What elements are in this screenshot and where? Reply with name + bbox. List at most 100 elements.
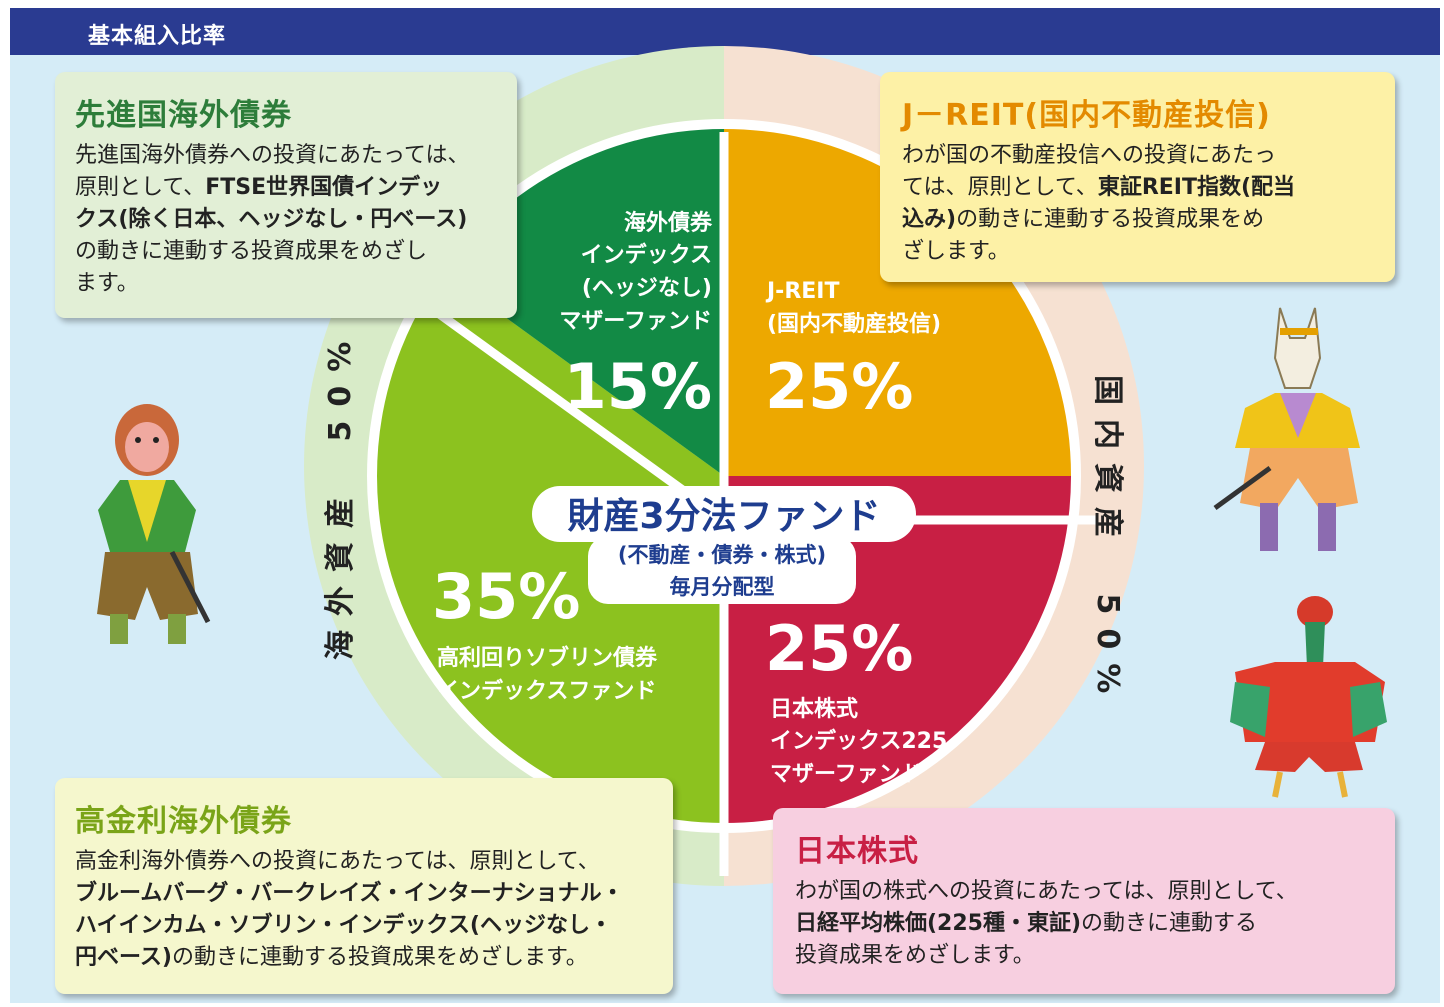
description-line: の動きに連動する投資成果をめざし <box>75 239 428 264</box>
dog-hakama <box>1240 448 1358 510</box>
ring-label-domestic-percent: 50% <box>1090 593 1125 707</box>
fund-subtitle: (不動産・債券・株式) <box>618 543 826 567</box>
pie-outline <box>367 119 1081 833</box>
slice-name: J-REIT <box>765 279 839 304</box>
pie-slice <box>724 124 1076 476</box>
slice-name: 日本株式 <box>770 697 858 722</box>
ring-label-domestic: 国内資産 50% <box>1090 375 1125 707</box>
dog-sword <box>1213 465 1272 511</box>
center-title: 財産3分法ファンド (不動産・債券・株式) 毎月分配型 <box>532 486 916 604</box>
dog-head <box>1273 307 1322 389</box>
high-yield-bond-title: 高金利海外債券 <box>75 804 292 839</box>
monkey-samurai-illustration <box>97 404 211 644</box>
description-text: ては、原則として、 <box>902 175 1098 200</box>
description-line: ざします。 <box>902 239 1010 264</box>
description-line: 日経平均株価(225種・東証)の動きに連動する <box>795 908 1385 940</box>
description-line: 込み)の動きに連動する投資成果をめ <box>902 204 1382 236</box>
description-line: クス(除く日本、ヘッジなし・円ベース) <box>75 204 515 236</box>
header-title: 基本組入比率 <box>88 24 227 49</box>
slice-label-jreit: J-REIT (国内不動産投信) 25% <box>765 279 941 423</box>
description-line: 高金利海外債券への投資にあたっては、原則として、 <box>75 849 600 874</box>
description-line: ては、原則として、東証REIT指数(配当 <box>902 172 1382 204</box>
dog-samurai-illustration <box>1213 307 1360 551</box>
overseas-bond-box: 先進国海外債券 先進国海外債券への投資にあたっては、 原則として、FTSE世界国… <box>55 72 517 318</box>
jreit-description: わが国の不動産投信への投資にあたっ ては、原則として、東証REIT指数(配当 込… <box>902 140 1382 268</box>
jreit-title: J－REIT(国内不動産投信) <box>902 98 1271 133</box>
index-name: 日経平均株価(225種・東証) <box>795 911 1082 936</box>
ring-label-domestic-text: 国内資産 <box>1090 375 1125 551</box>
description-line: ブルームバーグ・バークレイズ・インターナショナル・ <box>75 878 671 910</box>
monkey-hakama <box>97 552 198 620</box>
dog-leg <box>1260 503 1278 551</box>
slice-name: インデックス <box>581 242 712 268</box>
overseas-bond-description: 先進国海外債券への投資にあたっては、 原則として、FTSE世界国債インデッ クス… <box>75 140 515 300</box>
description-line: 円ベース)の動きに連動する投資成果をめざします。 <box>75 942 671 974</box>
slice-name: インデックスファンド <box>437 678 656 704</box>
description-line: 原則として、FTSE世界国債インデッ <box>75 172 515 204</box>
description-line: ます。 <box>75 271 139 296</box>
description-line: 投資成果をめざします。 <box>795 943 1035 968</box>
slice-name: 高利回りソブリン債券 <box>437 645 658 671</box>
slice-label-japan-equity: 25% 日本株式 インデックス225 マザーファンド <box>765 612 947 787</box>
divider-left <box>417 296 727 524</box>
dog-vest <box>1280 393 1316 438</box>
monkey-eye <box>153 437 159 443</box>
slice-name: 海外債券 <box>624 210 713 236</box>
slice-name: インデックス225 <box>770 728 947 754</box>
slice-percent: 25% <box>765 350 913 423</box>
japan-equity-description: わが国の株式への投資にあたっては、原則として、 日経平均株価(225種・東証)の… <box>795 876 1385 972</box>
description-line: わが国の株式への投資にあたっては、原則として、 <box>795 879 1298 904</box>
slice-percent: 25% <box>765 612 913 685</box>
ring-label-overseas-text: 海外資産 <box>323 484 358 660</box>
pheasant-neck <box>1305 622 1325 667</box>
high-yield-bond-box: 高金利海外債券 高金利海外債券への投資にあたっては、原則として、 ブルームバーグ… <box>55 778 673 994</box>
index-name: 円ベース) <box>75 945 172 970</box>
monkey-leg <box>168 614 186 644</box>
monkey-sword <box>169 550 211 624</box>
pheasant-samurai-illustration <box>1230 596 1387 798</box>
slice-percent: 35% <box>432 560 580 633</box>
dog-leg <box>1318 503 1336 551</box>
description-text: の動きに連動する <box>1081 911 1258 936</box>
dog-headband <box>1280 328 1318 335</box>
slice-name: (国内不動産投信) <box>767 311 941 337</box>
index-name: 東証REIT指数(配当 <box>1097 175 1296 200</box>
ring-label-overseas: 海外資産 50% <box>323 328 358 660</box>
slice-name: (ヘッジなし) <box>582 276 712 301</box>
index-name: ハイインカム・ソブリン・インデックス(ヘッジなし・ <box>75 913 612 938</box>
pheasant-head <box>1297 596 1333 628</box>
description-text: の動きに連動する投資成果をめ <box>956 207 1265 232</box>
center-subtitle-bg <box>588 536 856 604</box>
description-line: ハイインカム・ソブリン・インデックス(ヘッジなし・ <box>75 910 671 942</box>
pheasant-wing-left <box>1230 682 1270 737</box>
monkey-face <box>125 422 169 472</box>
high-yield-bond-description: 高金利海外債券への投資にあたっては、原則として、 ブルームバーグ・バークレイズ・… <box>75 846 671 974</box>
description-text: 原則として、 <box>75 175 206 200</box>
monkey-vest <box>128 480 166 542</box>
description-text: の動きに連動する投資成果をめざします。 <box>171 945 588 970</box>
description-line: わが国の不動産投信への投資にあたっ <box>902 143 1277 168</box>
pheasant-body <box>1235 662 1385 742</box>
description-line: 先進国海外債券への投資にあたっては、 <box>75 143 470 168</box>
slice-name: マザーファンド <box>770 762 923 787</box>
center-title-bg <box>532 486 916 542</box>
japan-equity-box: 日本株式 わが国の株式への投資にあたっては、原則として、 日経平均株価(225種… <box>773 808 1395 994</box>
monkey-eye <box>135 437 141 443</box>
slice-label-high-yield: 35% 高利回りソブリン債券 インデックスファンド <box>432 560 658 704</box>
index-name: ブルームバーグ・バークレイズ・インターナショナル・ <box>75 881 624 906</box>
fund-name: 財産3分法ファンド <box>567 496 880 537</box>
monkey-leg <box>110 614 128 644</box>
overseas-bond-title: 先進国海外債券 <box>75 98 292 133</box>
index-name: FTSE世界国債インデッ <box>205 175 443 200</box>
jreit-box: J－REIT(国内不動産投信) わが国の不動産投信への投資にあたっ ては、原則と… <box>880 72 1395 282</box>
slice-name: マザーファンド <box>559 309 712 334</box>
japan-equity-title: 日本株式 <box>795 834 919 869</box>
pie-slice <box>371 269 724 828</box>
pheasant-wing-right <box>1350 682 1387 737</box>
slice-percent: 15% <box>564 350 712 423</box>
index-name: クス(除く日本、ヘッジなし・円ベース) <box>75 207 468 232</box>
ring-label-overseas-percent: 50% <box>323 328 358 442</box>
pie-slices <box>371 124 1076 828</box>
index-name: 込み) <box>902 207 957 232</box>
